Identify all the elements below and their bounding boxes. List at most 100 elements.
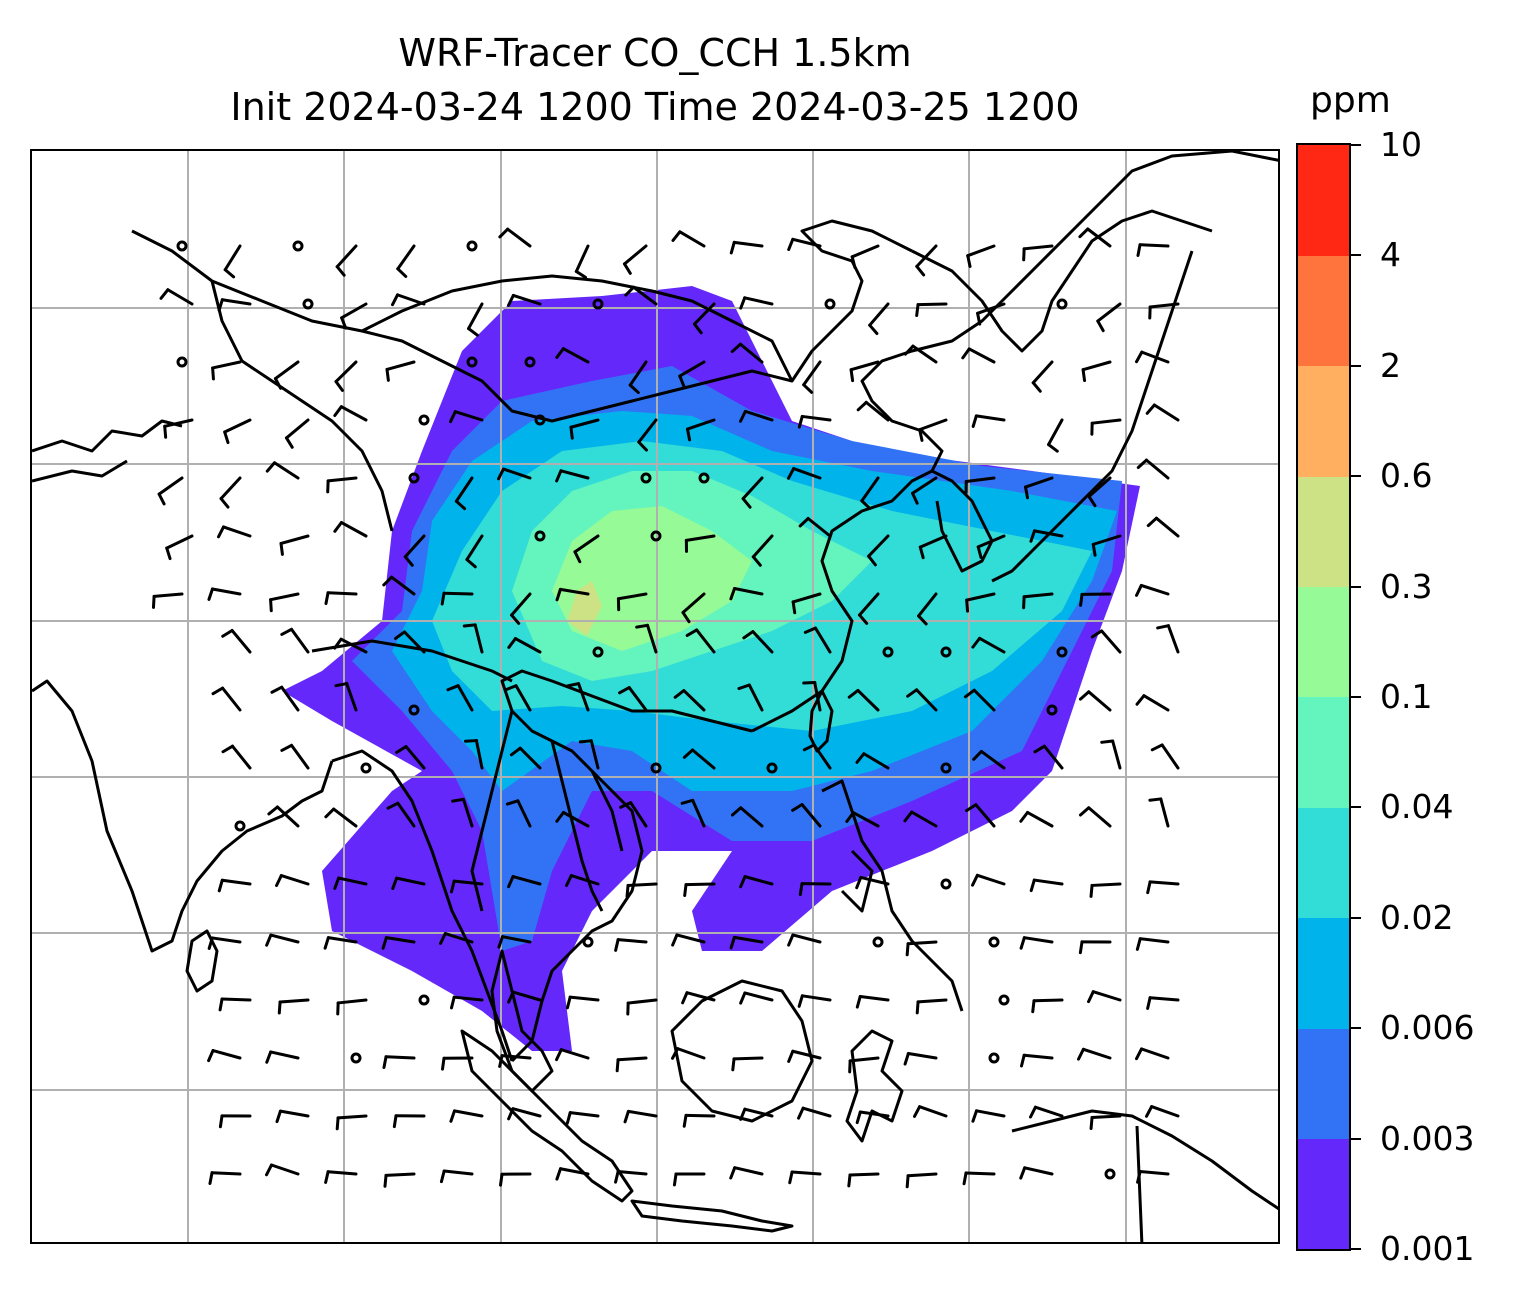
wind-barb-flag — [390, 293, 400, 307]
wind-barb-shaft — [1100, 629, 1122, 654]
wind-barb-flag — [323, 936, 330, 950]
wind-barb-flag — [446, 684, 460, 692]
wind-barb-shaft — [273, 360, 300, 381]
wind-barb-flag — [802, 680, 817, 685]
wind-barb-shaft — [275, 805, 300, 828]
wind-barb-flag — [1148, 797, 1163, 802]
wind-barb-flag — [163, 424, 168, 439]
wind-barb-shaft — [335, 244, 358, 269]
wind-barb-flag — [566, 682, 581, 688]
border-indochina-inner — [470, 710, 624, 912]
wind-barb-shaft — [559, 1167, 590, 1176]
wind-barb-flag — [625, 883, 630, 898]
calm-wind-marker — [940, 878, 952, 890]
wind-barb-flag — [671, 933, 679, 947]
wind-barb-shaft — [223, 418, 252, 434]
calm-wind-marker — [824, 298, 836, 310]
wind-barb-shaft — [390, 575, 416, 596]
wind-barb-flag — [208, 1171, 214, 1185]
wind-barb-flag — [217, 525, 225, 539]
wind-barb-flag — [265, 1163, 273, 1177]
wind-barb-flag — [681, 611, 691, 624]
wind-barb-flag — [739, 409, 747, 423]
wind-barb-shaft — [1086, 227, 1112, 248]
wind-barb-shaft — [1148, 880, 1180, 886]
wind-barb-flag — [265, 461, 276, 473]
calm-wind-marker — [940, 762, 952, 774]
wind-barb-flag — [791, 600, 797, 615]
wind-barb-flag — [504, 684, 518, 692]
wind-barb-shaft — [790, 1170, 822, 1176]
wind-barb-flag — [280, 627, 294, 636]
wind-barb-flag — [1029, 529, 1036, 543]
wind-barb-flag — [788, 1170, 794, 1185]
wind-barb-shaft — [569, 874, 600, 886]
wind-barb-flag — [573, 550, 582, 564]
wind-barb-shaft — [974, 1109, 1006, 1118]
wind-barb-shaft — [851, 811, 880, 828]
wind-barb-shaft — [511, 875, 542, 886]
wind-barb-flag — [739, 1107, 747, 1121]
wind-barb-shaft — [849, 360, 880, 372]
plume-level-7 — [567, 581, 602, 636]
wind-barb-flag — [1033, 744, 1046, 754]
wind-barb-shaft — [684, 882, 716, 887]
wind-barb-shaft — [513, 637, 542, 654]
wind-barb-flag — [333, 876, 341, 890]
wind-barb-shaft — [339, 405, 368, 422]
wind-barb-shaft — [442, 1169, 474, 1176]
wind-barb-shaft — [915, 244, 938, 268]
calm-wind-marker — [418, 414, 430, 426]
calm-wind-marker — [534, 530, 546, 542]
wind-barb-shaft — [1042, 744, 1064, 770]
wind-barb-shaft — [616, 592, 648, 601]
wind-barb-flag — [915, 1000, 920, 1015]
wind-barb-flag — [217, 878, 224, 893]
wind-barb-shaft — [850, 244, 880, 259]
wind-barb-flag — [396, 267, 408, 278]
wind-barb-flag — [751, 555, 762, 567]
wind-barb-shaft — [848, 1056, 880, 1063]
wind-barb-shaft — [1032, 529, 1064, 538]
calm-wind-marker — [940, 646, 952, 658]
colorbar-tick-label: 0.04 — [1380, 787, 1454, 827]
wind-barb-flag — [1077, 1047, 1085, 1061]
wind-barb-flag — [741, 497, 752, 509]
wind-barb-flag — [335, 1116, 340, 1131]
coastline-malay-peninsula — [490, 949, 554, 1093]
wind-barb-flag — [159, 288, 170, 300]
wind-barb-shaft — [501, 467, 532, 480]
wind-barb-shaft — [868, 302, 890, 327]
wind-barb-flag — [787, 1049, 795, 1063]
border-china-north — [131, 219, 913, 423]
colorbar-tick — [1351, 806, 1361, 809]
wind-barb-shaft — [626, 882, 658, 887]
colorbar-tick — [1351, 364, 1361, 367]
wind-barb-flag — [219, 497, 230, 509]
wind-barb-flag — [269, 598, 273, 613]
wind-barb-shaft — [385, 360, 416, 371]
wind-barb-shaft — [220, 878, 252, 886]
wind-barb-shaft — [230, 628, 252, 654]
wind-barb-shaft — [332, 807, 358, 828]
wind-barb-flag — [392, 1114, 398, 1129]
wind-barb-flag — [618, 686, 631, 695]
wind-barb-flag — [868, 323, 879, 335]
wind-barb-flag — [917, 614, 928, 626]
wind-barb-flag — [729, 935, 736, 950]
wind-barb-shaft — [1154, 516, 1180, 538]
wind-barb-shaft — [1144, 458, 1170, 480]
wind-barb-shaft — [1023, 1166, 1054, 1176]
wind-barb-flag — [217, 298, 224, 312]
wind-barb-flag — [619, 801, 633, 809]
wind-barb-flag — [1020, 1053, 1026, 1068]
wind-barb-flag — [615, 1058, 620, 1073]
wind-barb-shaft — [800, 803, 822, 828]
wind-barb-shaft — [626, 1109, 658, 1118]
wind-barb-shaft — [751, 630, 774, 654]
wind-barb-flag — [1100, 739, 1115, 744]
wind-barb-flag — [965, 803, 978, 813]
wind-barb-flag — [787, 933, 795, 947]
coastline-sumatra — [460, 1029, 634, 1203]
colorbar-segment — [1298, 255, 1349, 367]
